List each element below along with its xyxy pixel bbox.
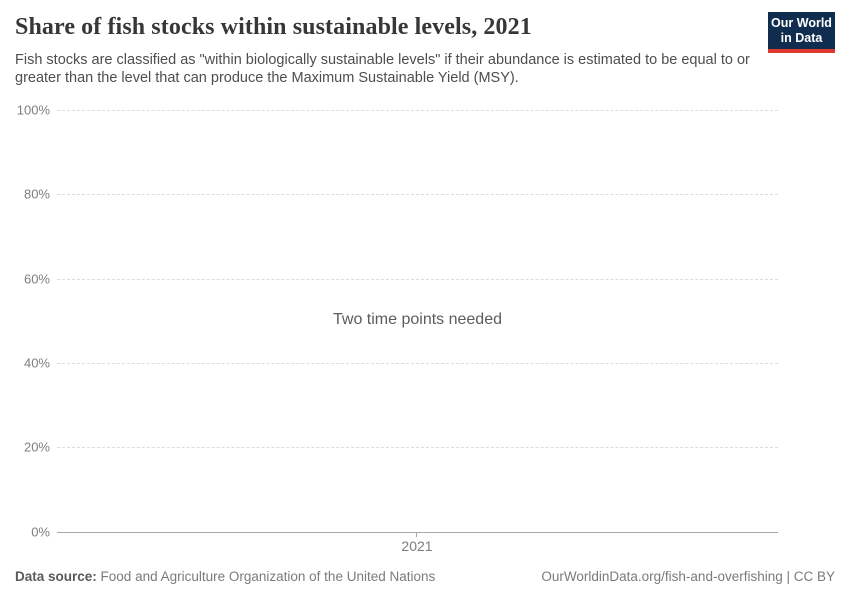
x-axis-line [57,531,778,533]
y-tick-label: 80% [23,186,50,202]
data-source-label: Data source: [15,569,97,584]
gridline [57,278,778,280]
data-source: Data source: Food and Agriculture Organi… [15,569,435,584]
x-axis-label: 2021 [401,538,433,554]
y-tick-label: 40% [23,355,50,371]
owid-logo-line1: Our World [771,16,832,30]
chart-subtitle: Fish stocks are classified as "within bi… [15,52,750,86]
data-source-value: Food and Agriculture Organization of the… [100,569,436,584]
gridline [57,194,778,196]
owid-logo[interactable]: Our World in Data [768,12,835,53]
y-tick-label: 20% [23,439,50,455]
gridline [57,362,778,364]
y-tick-label: 100% [16,102,50,118]
no-data-message: Two time points needed [333,311,502,328]
chart-title: Share of fish stocks within sustainable … [15,14,532,40]
y-tick-label: 60% [23,271,50,287]
credit-link[interactable]: OurWorldinData.org/fish-and-overfishing … [541,569,835,584]
owid-logo-line2: in Data [780,31,823,45]
x-axis-tick [416,532,417,537]
gridline [57,110,778,111]
gridline [57,447,778,449]
y-tick-label: 0% [31,524,50,539]
